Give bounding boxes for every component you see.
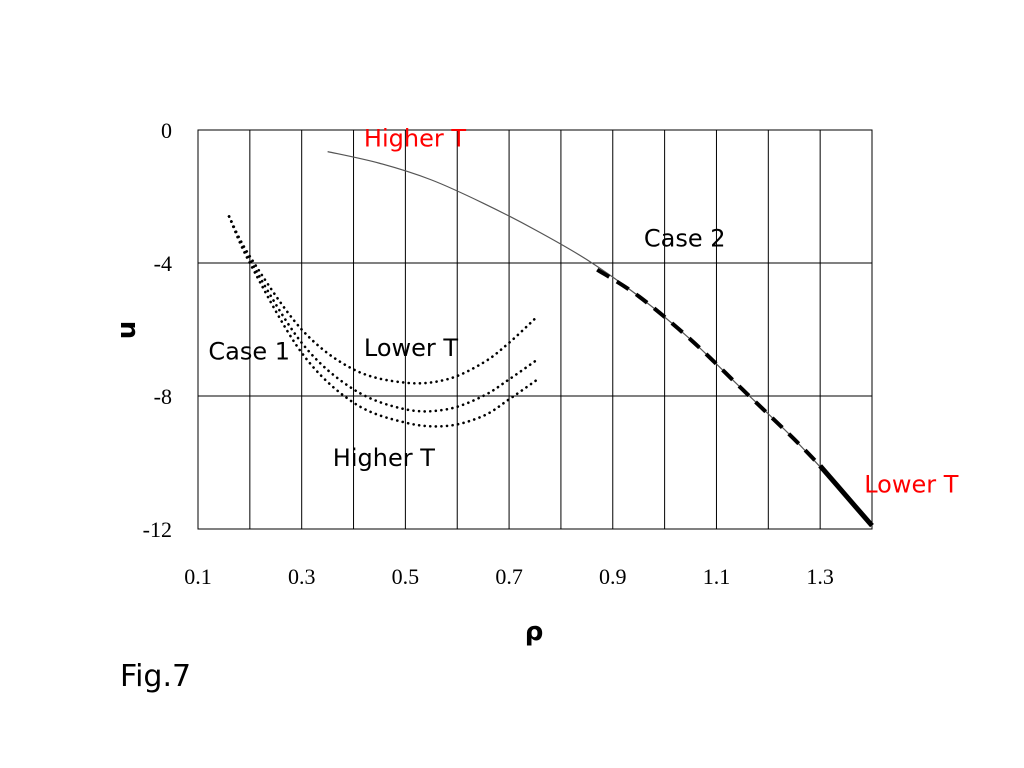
x-tick-label: 0.9 — [599, 564, 627, 589]
x-tick-label: 0.3 — [288, 564, 316, 589]
annotation-label: Higher T — [364, 125, 466, 153]
grid — [197, 129, 873, 530]
x-axis-label: ρ — [525, 617, 544, 647]
y-tick-label: 0 — [161, 118, 172, 143]
series-line-dashed-thick — [596, 267, 822, 468]
series-line-dotted — [227, 215, 539, 385]
series-line-dotted — [227, 215, 539, 428]
y-tick-label: -4 — [154, 251, 172, 276]
series-group — [227, 151, 874, 528]
x-tick-label: 0.7 — [495, 564, 523, 589]
annotation-label: Lower T — [864, 470, 959, 498]
annotations: Higher T Case 2 Case 1 Lower T Higher T Lower… — [208, 125, 958, 499]
annotation-label: Higher T — [333, 444, 435, 472]
plot-frame — [197, 129, 873, 530]
annotation-label: Case 2 — [644, 224, 726, 252]
y-axis-label: u — [112, 321, 142, 340]
series-line-dotted — [227, 215, 539, 413]
series-line-solid-thick — [818, 464, 874, 528]
x-tick-label: 1.3 — [806, 564, 834, 589]
y-tick-label: -8 — [154, 384, 172, 409]
x-tick-label: 0.1 — [184, 564, 212, 589]
x-tick-label: 0.5 — [392, 564, 420, 589]
annotation-label: Case 1 — [208, 337, 290, 365]
figure-caption: Fig.7 — [120, 659, 191, 694]
x-tick-label: 1.1 — [703, 564, 731, 589]
annotation-label: Lower T — [364, 334, 459, 362]
tick-labels: 0.1 0.3 0.5 0.7 0.9 1.1 1.3 0 -4 -8 -12 — [143, 118, 834, 589]
y-tick-label: -12 — [143, 517, 172, 542]
